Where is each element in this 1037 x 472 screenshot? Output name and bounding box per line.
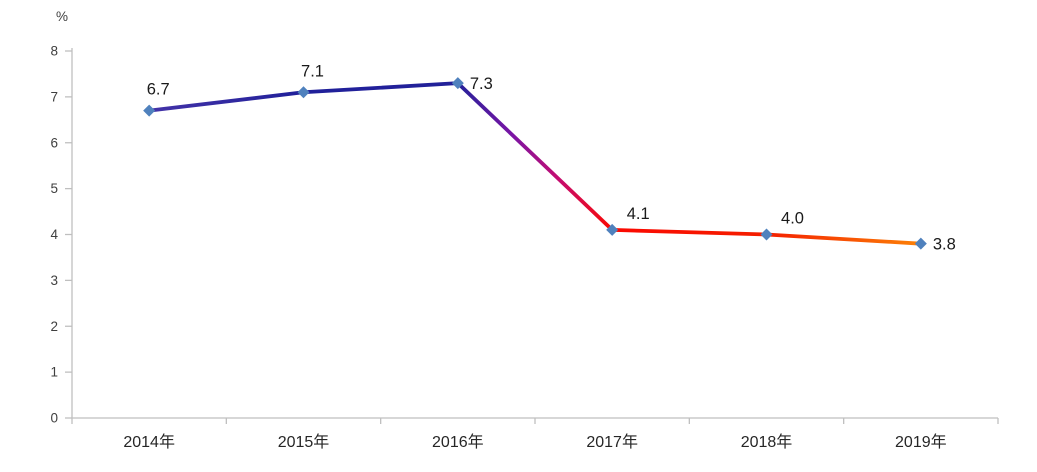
y-tick-label: 5 [50,181,58,196]
y-tick-label: 2 [50,319,58,334]
y-tick-label: 4 [50,227,58,242]
data-point-label: 6.7 [147,81,170,99]
axes: 0 1 2 3 4 5 6 7 8 2014年 2015年 2016年 2017年 2018年 2019年 [50,44,999,451]
y-tick-label: 3 [50,273,58,288]
y-tick-label: 7 [50,89,58,104]
data-point-marker [451,77,464,90]
data-point-label: 7.3 [470,75,493,93]
x-axis-label: 2016年 [432,433,484,451]
y-tick-label: 8 [50,44,58,59]
data-series [143,77,927,250]
data-labels: 6.7 7.1 7.3 4.1 4.0 3.8 [147,62,956,253]
x-axis-label: 2014年 [123,433,175,451]
data-line [147,81,923,246]
y-tick-label: 6 [50,135,58,150]
data-point-marker [914,237,927,250]
data-point-label: 4.1 [627,205,650,223]
x-axis-label: 2019年 [895,433,947,451]
x-axis-label: 2018年 [741,433,793,451]
data-point-label: 3.8 [933,236,956,254]
data-point-marker [760,228,773,241]
data-point-marker [606,223,619,236]
data-point-marker [143,104,156,117]
data-point-marker [297,86,310,99]
y-axis-unit-label: % [56,9,68,24]
x-axis-label: 2017年 [586,433,638,451]
data-point-label: 7.1 [301,62,324,80]
y-tick-label: 0 [50,411,58,426]
data-point-label: 4.0 [781,210,804,228]
x-axis-label: 2015年 [278,433,330,451]
y-tick-label: 1 [50,365,58,380]
